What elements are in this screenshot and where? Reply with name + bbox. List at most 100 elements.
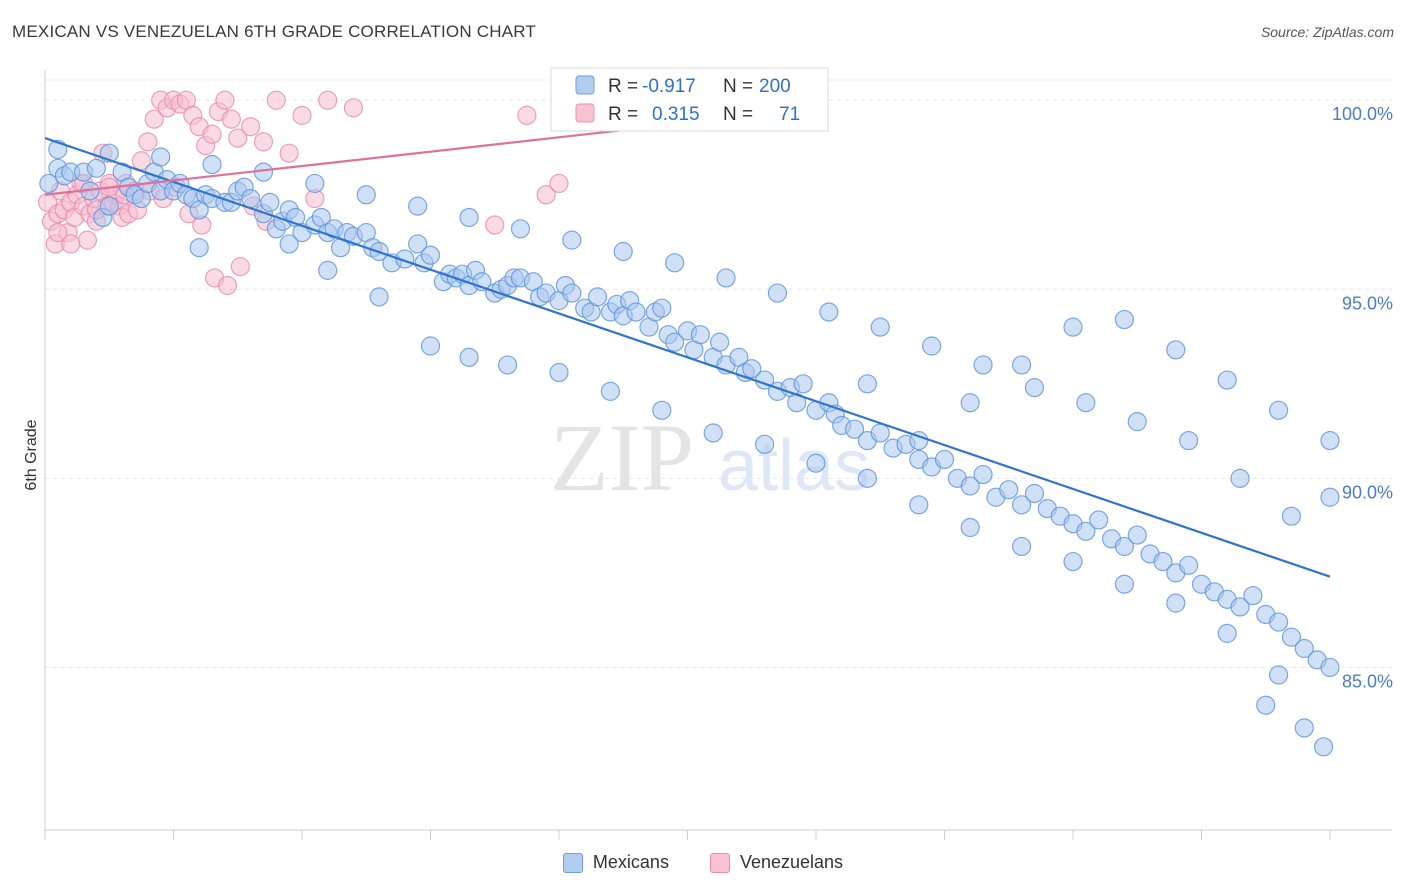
y-tick-label-1: 90.0% [1342, 482, 1393, 502]
venezuelan-point-60 [230, 257, 250, 277]
mexican-point-122 [1127, 525, 1147, 545]
stats-swatch-mexicans [575, 75, 595, 95]
mexican-point-172 [870, 317, 890, 337]
mexican-point-140 [318, 260, 338, 280]
mexican-point-182 [356, 185, 376, 205]
mexican-point-153 [960, 517, 980, 538]
mexican-point-183 [305, 173, 325, 194]
mexican-point-8 [99, 196, 119, 216]
mexican-point-133 [1268, 612, 1289, 632]
venezuelan-point-44 [253, 132, 274, 152]
watermark-zip: ZIP [550, 404, 694, 511]
mexican-point-142 [420, 336, 441, 356]
y-tick-label-3: 100.0% [1332, 104, 1393, 124]
mexican-point-158 [1217, 623, 1237, 643]
legend-item-mexicans: Mexicans [562, 852, 669, 873]
venezuelan-point-29 [144, 109, 164, 129]
venezuelans-points [37, 90, 569, 296]
venezuelan-point-66 [517, 105, 537, 125]
mexican-point-181 [408, 196, 428, 216]
mexican-point-48 [408, 234, 428, 254]
venezuelan-point-69 [61, 234, 81, 254]
mexican-point-152 [909, 495, 929, 515]
mexican-point-161 [1313, 737, 1334, 757]
legend-item-venezuelans: Venezuelans [709, 852, 844, 873]
venezuelan-point-70 [48, 222, 68, 243]
mexican-point-107 [934, 449, 955, 470]
trend-line-venezuelans [44, 121, 688, 196]
mexican-point-95 [793, 374, 813, 394]
mexican-point-194 [1063, 317, 1083, 337]
mexican-point-173 [819, 302, 839, 322]
legend-label-venezuelans: Venezuelans [739, 852, 844, 872]
mexican-point-121 [1114, 536, 1135, 557]
tick-labels: 85.0%90.0%95.0%100.0%0.0%100.0% [1332, 104, 1393, 691]
venezuelan-point-49 [318, 90, 338, 110]
mexican-point-124 [1153, 551, 1173, 572]
venezuelan-point-41 [221, 109, 241, 129]
mexican-point-177 [613, 241, 633, 262]
mexican-point-100 [844, 419, 865, 439]
mexican-point-162 [1256, 695, 1276, 715]
mexican-point-145 [549, 362, 569, 383]
mexican-point-68 [562, 283, 582, 303]
mexican-point-196 [960, 393, 980, 413]
trend-lines [44, 121, 1331, 578]
venezuelan-point-63 [485, 215, 505, 235]
mexican-point-134 [1281, 627, 1302, 647]
mexican-point-178 [562, 230, 582, 250]
stats-r-label-venezuelans: R = [608, 104, 638, 125]
mexican-point-185 [202, 154, 222, 175]
stats-n-label-venezuelans: N = [723, 104, 753, 125]
mexican-point-86 [710, 332, 730, 352]
venezuelan-point-40 [215, 90, 235, 110]
venezuelan-point-59 [217, 275, 238, 296]
mexican-point-119 [1089, 510, 1109, 530]
trend-line-mexicans [44, 137, 1331, 578]
mexican-point-171 [922, 336, 942, 356]
venezuelan-point-42 [228, 128, 248, 148]
legend-swatch-venezuelans [709, 852, 730, 873]
mexican-point-148 [703, 423, 723, 443]
venezuelan-point-47 [292, 105, 312, 125]
venezuelan-point-27 [131, 151, 151, 171]
mexican-point-190 [1268, 400, 1289, 420]
mexican-point-192 [1166, 340, 1186, 360]
mexican-point-131 [1243, 585, 1263, 606]
mexican-point-149 [754, 434, 775, 454]
watermark-atlas: atlas [718, 426, 870, 506]
stats-r-value-venezuelans: 0.315 [652, 104, 700, 125]
mexican-point-179 [510, 219, 531, 239]
mexican-point-137 [1320, 657, 1340, 678]
mexican-point-167 [1127, 412, 1147, 432]
y-axis-title: 6th Grade [23, 419, 40, 490]
stats-swatch-venezuelans [575, 103, 595, 123]
venezuelan-point-50 [343, 98, 363, 118]
mexican-point-191 [1217, 370, 1237, 390]
grid-lines [45, 79, 1392, 668]
mexican-point-169 [1024, 378, 1045, 398]
mexican-point-159 [1268, 665, 1289, 685]
mexican-point-150 [806, 453, 826, 473]
venezuelan-point-46 [279, 143, 299, 163]
mexican-point-139 [279, 234, 299, 254]
mexican-point-30 [260, 192, 280, 212]
mexicans-points [39, 139, 1340, 757]
mexican-point-175 [716, 268, 736, 288]
mexican-point-147 [652, 400, 672, 420]
stats-r-label-mexicans: R = [608, 76, 638, 97]
mexican-point-164 [1320, 487, 1340, 507]
mexican-point-165 [1230, 468, 1250, 488]
mexican-point-84 [690, 325, 710, 345]
venezuelan-point-12 [77, 230, 98, 250]
venezuelan-point-28 [138, 132, 158, 152]
mexican-point-160 [1294, 718, 1314, 738]
venezuelan-point-38 [202, 124, 222, 144]
mexican-point-50 [420, 245, 441, 265]
scatter-chart: ZIP atlas 85.0%90.0%95.0%100.0%0.0%100.0… [23, 67, 1393, 840]
mexican-point-76 [626, 302, 646, 322]
mexican-point-166 [1179, 430, 1199, 451]
mexican-point-143 [459, 347, 479, 367]
mexican-point-189 [1320, 430, 1340, 451]
venezuelan-point-64 [536, 185, 556, 205]
